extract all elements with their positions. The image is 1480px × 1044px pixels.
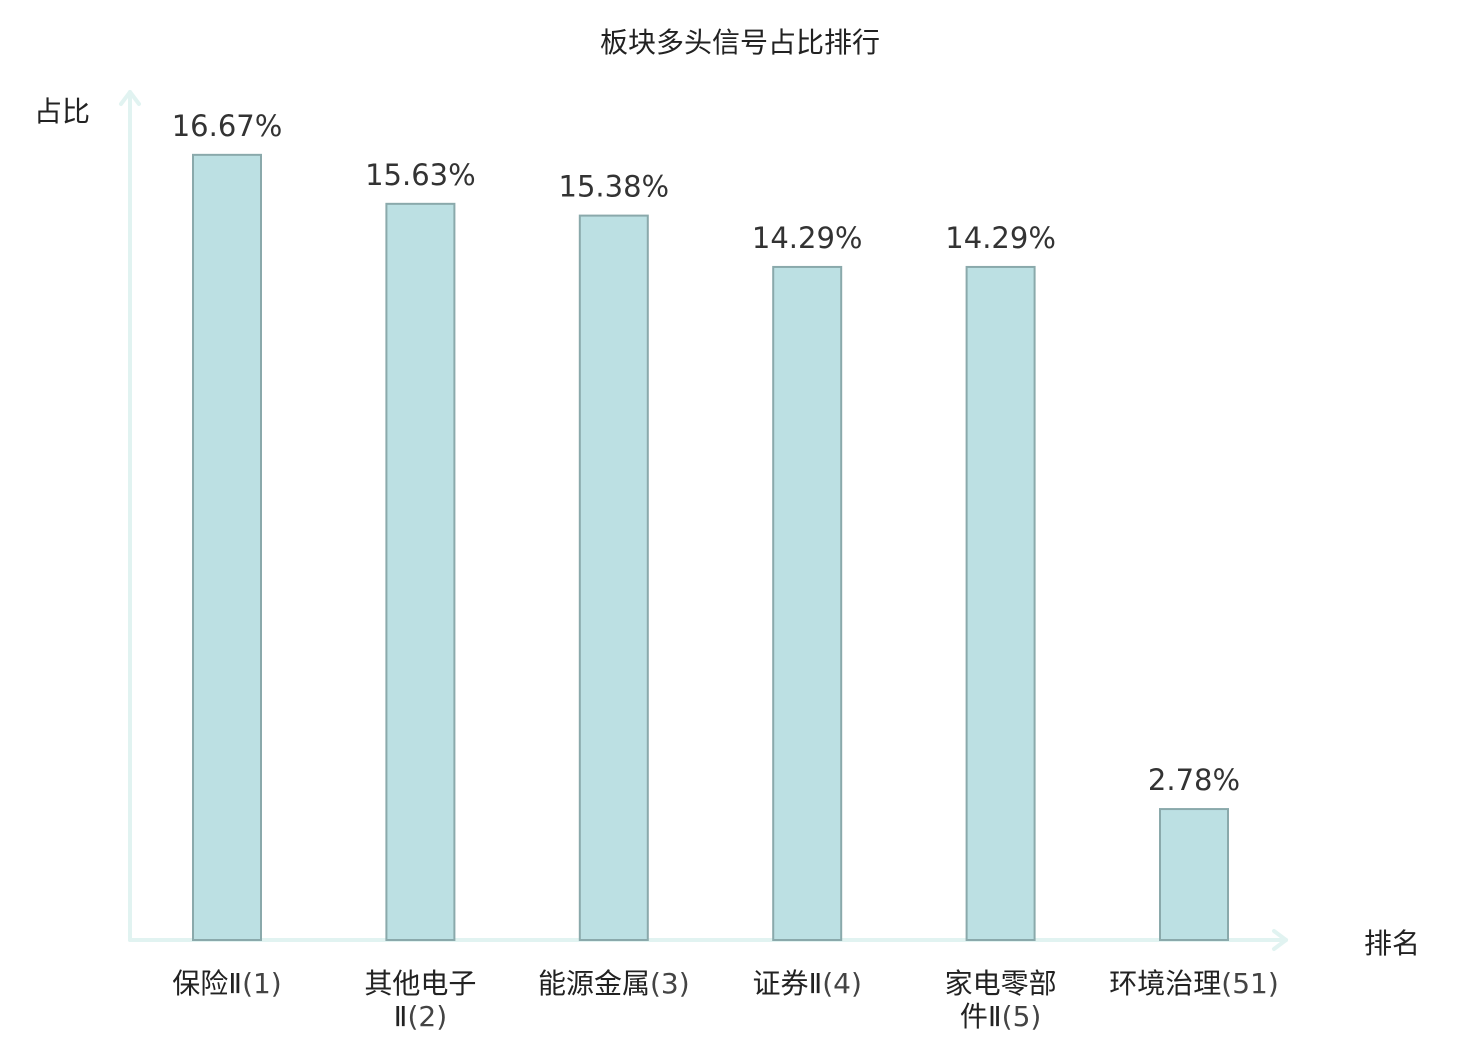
data-label: 16.67% [172, 109, 283, 143]
data-label: 14.29% [945, 221, 1056, 255]
tick-label-name: 其他电子 [364, 967, 476, 1000]
tick-label-name: 件Ⅱ [960, 1000, 1002, 1033]
data-label: 14.29% [752, 221, 863, 255]
chart-title: 板块多头信号占比排行 [600, 26, 880, 59]
data-label: 2.78% [1148, 763, 1240, 797]
x-tick-label: 件Ⅱ(5) [960, 1000, 1041, 1033]
tick-label-name: 环境治理 [1109, 967, 1221, 1000]
tick-label-name: Ⅱ [394, 1000, 408, 1033]
tick-label-name: 保险Ⅱ [172, 967, 242, 1000]
x-axis-label: 排名 [1364, 927, 1420, 960]
bar [965, 265, 1036, 942]
x-tick-label: 家电零部 [945, 967, 1057, 1000]
value-labels: 16.67% 15.63% 15.38% 14.29% 14.29% 2.78% [172, 109, 1240, 797]
x-tick-label: 能源金属(3) [538, 967, 690, 1000]
x-tick-label: 环境治理(51) [1109, 967, 1279, 1000]
tick-label-rank: (51) [1221, 967, 1278, 1000]
tick-label-name: 证券Ⅱ [752, 967, 822, 1000]
data-label: 15.38% [559, 170, 670, 204]
bar-series [192, 153, 1229, 942]
tick-label-name: 能源金属 [538, 967, 650, 1000]
tick-label-rank: (1) [242, 967, 282, 1000]
tick-label-rank: (3) [650, 967, 690, 1000]
bar [385, 202, 456, 941]
chart-axes [119, 90, 1288, 951]
tick-label-name: 家电零部 [945, 967, 1057, 1000]
bar [192, 153, 262, 941]
bar [1159, 808, 1229, 942]
y-axis-label: 占比 [34, 95, 90, 128]
x-axis-arrow [1272, 929, 1288, 951]
tick-label-rank: (2) [407, 1000, 447, 1033]
data-label: 15.63% [365, 158, 476, 192]
x-tick-label: 其他电子 [364, 967, 476, 1000]
bar [578, 214, 649, 942]
tick-label-rank: (4) [822, 967, 862, 1000]
bar [772, 265, 843, 942]
tick-label-rank: (5) [1002, 1000, 1042, 1033]
x-tick-label: 证券Ⅱ(4) [752, 967, 861, 1000]
y-axis-arrow [119, 90, 141, 106]
x-tick-label: Ⅱ(2) [394, 1000, 447, 1033]
x-tick-label: 保险Ⅱ(1) [172, 967, 281, 1000]
